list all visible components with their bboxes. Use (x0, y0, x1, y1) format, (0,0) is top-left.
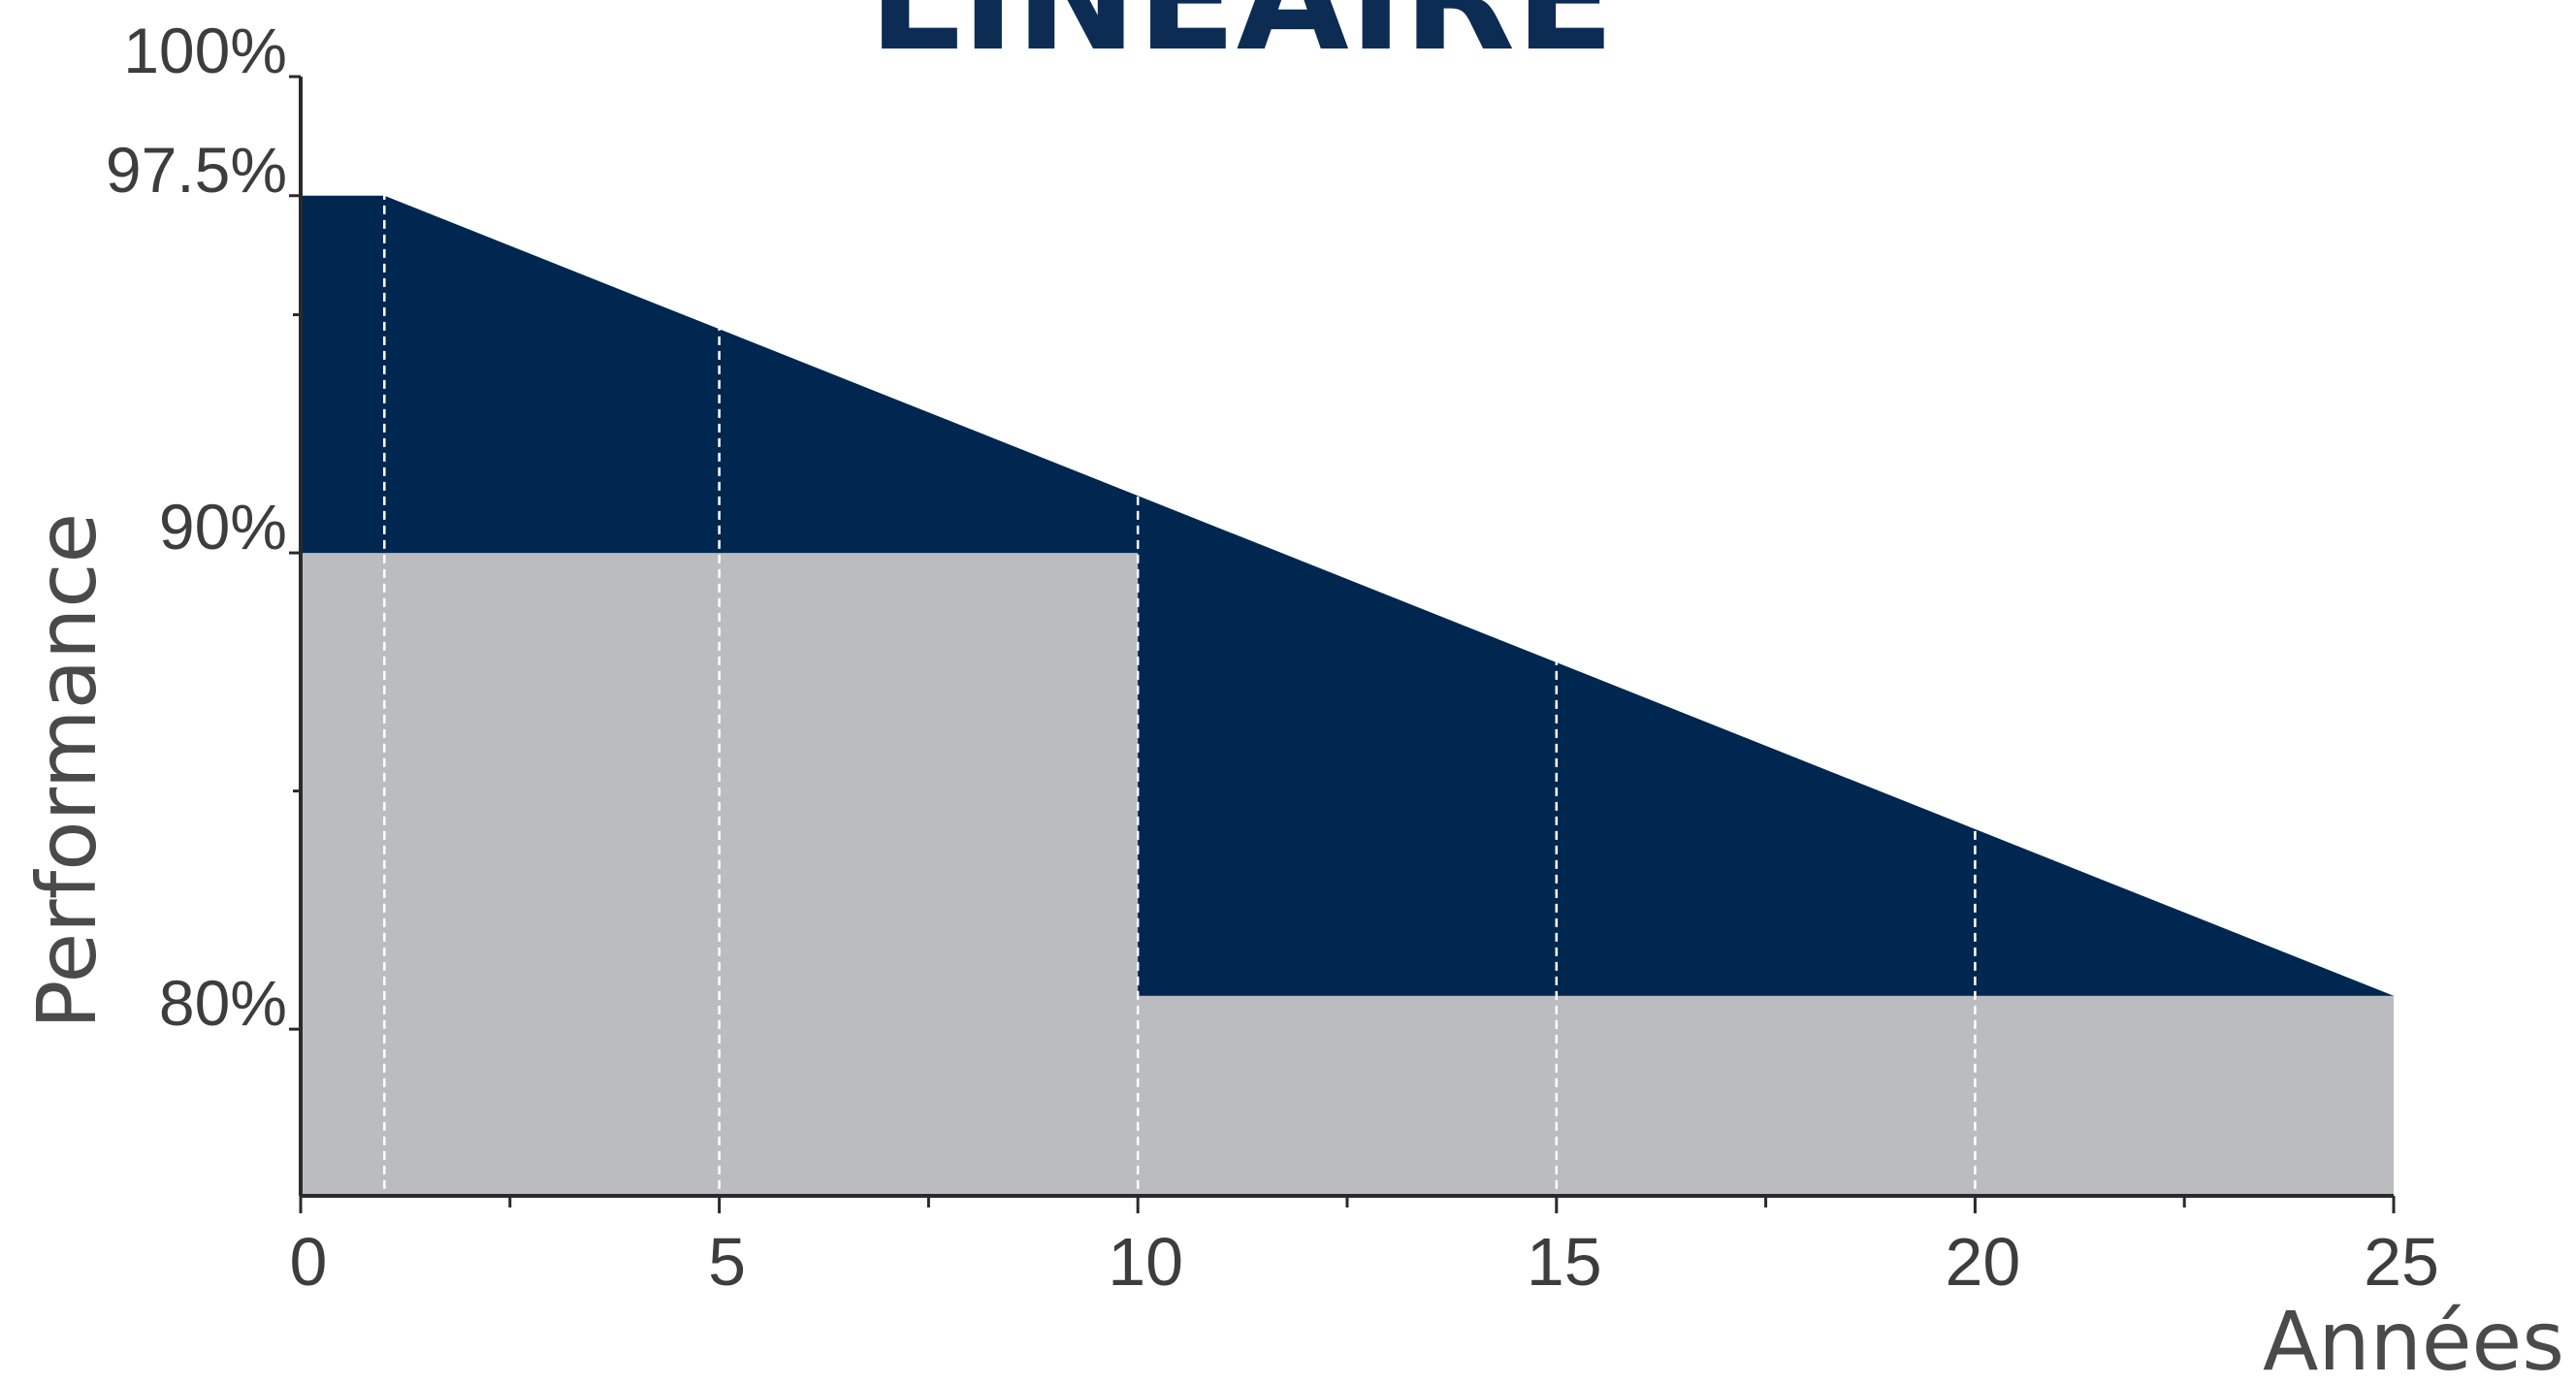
y-tick-label: 97.5% (106, 134, 287, 206)
plot-area (301, 190, 2394, 1196)
y-tick-label: 90% (159, 491, 287, 563)
x-tick-label: 25 (2364, 1224, 2439, 1300)
axes: 100% 97.5% 90% 80% 0 5 10 15 20 25 (106, 15, 2439, 1300)
y-axis-title: Performance (19, 513, 114, 1029)
y-tick-label: 100% (123, 15, 287, 86)
x-tick-label: 0 (290, 1224, 328, 1300)
x-tick-label: 5 (708, 1224, 746, 1300)
y-tick-label: 80% (159, 967, 287, 1039)
x-axis-title: Années (2263, 1294, 2564, 1379)
series-area-1 (301, 553, 2394, 1196)
x-tick-label: 20 (1945, 1224, 2020, 1300)
x-tick-label: 15 (1527, 1224, 1602, 1300)
chart-title: LINÉAIRE (868, 0, 1614, 83)
x-tick-label: 10 (1108, 1224, 1183, 1300)
